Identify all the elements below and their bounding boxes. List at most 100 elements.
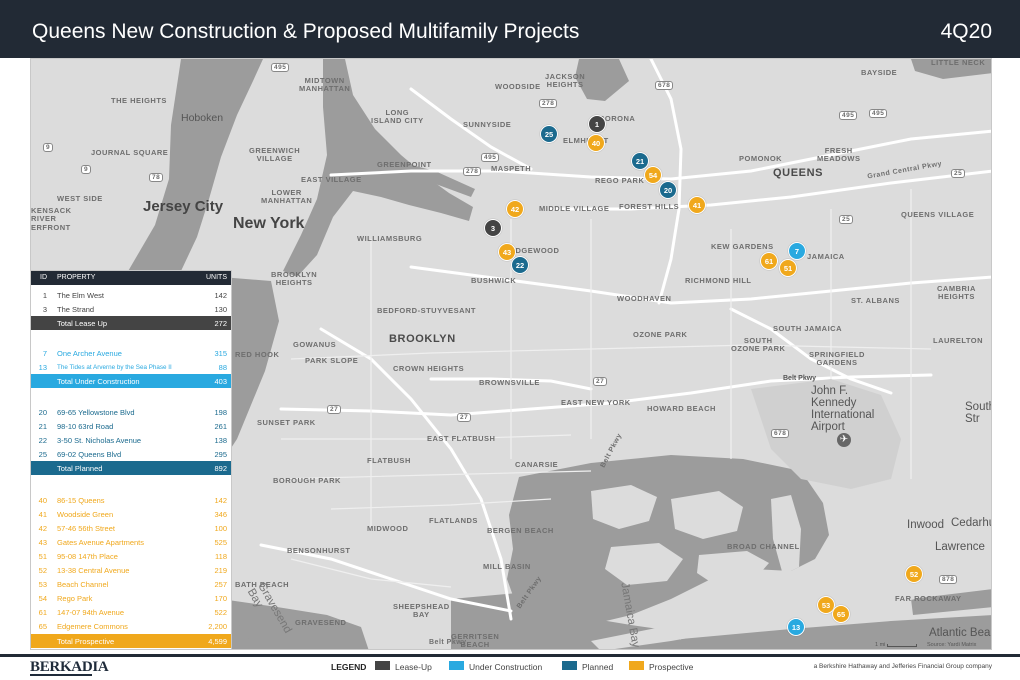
- minor-roads: [280, 189, 932, 588]
- table-row[interactable]: 25 69-02 Queens Blvd 295: [38, 450, 227, 459]
- label-kensack: KENSACK RIVER ERFRONT: [31, 206, 72, 232]
- property-marker[interactable]: 51: [779, 259, 797, 277]
- table-row[interactable]: 54 Rego Park 170: [38, 594, 227, 603]
- table-row[interactable]: 53 Beach Channel 257: [38, 580, 227, 589]
- label-canarsie: CANARSIE: [515, 460, 559, 469]
- table-total-row: Total Under Construction 403: [31, 374, 231, 388]
- property-marker[interactable]: 13: [787, 618, 805, 636]
- table-row[interactable]: 41 Woodside Green 346: [38, 510, 227, 519]
- label-journal-square: JOURNAL SQUARE: [91, 148, 169, 157]
- label-bergen-beach: BERGEN BEACH: [487, 526, 554, 535]
- east-river: [283, 59, 473, 277]
- table-row[interactable]: 51 95-08 147th Place 118: [38, 552, 227, 561]
- table-row[interactable]: 21 98-10 63rd Road 261: [38, 422, 227, 431]
- label-midwood: MIDWOOD: [367, 524, 409, 533]
- property-marker[interactable]: 41: [688, 196, 706, 214]
- highway-shield: 78: [149, 173, 164, 183]
- label-jamaica: JAMAICA: [807, 252, 845, 261]
- footer-rule: [0, 654, 1020, 657]
- highway-shield: 27: [457, 413, 472, 423]
- legend-label: Under Construction: [469, 662, 543, 672]
- property-marker[interactable]: 43: [498, 243, 516, 261]
- label-east-village: EAST VILLAGE: [301, 175, 362, 184]
- label-queens-village: QUEENS VILLAGE: [901, 210, 975, 219]
- label-middle-village: MIDDLE VILLAGE: [539, 204, 610, 213]
- label-park-slope: PARK SLOPE: [305, 356, 359, 365]
- property-marker[interactable]: 53: [817, 596, 835, 614]
- legend-label: Lease-Up: [395, 662, 432, 672]
- table-row[interactable]: 7 One Archer Avenue 315: [42, 349, 227, 358]
- marsh-island: [591, 485, 657, 529]
- title-bar: Queens New Construction & Proposed Multi…: [0, 0, 1020, 58]
- legend-swatch-lease-up: [375, 661, 390, 670]
- highway-shield: 678: [655, 81, 674, 91]
- table-row[interactable]: 42 57-46 56th Street 100: [38, 524, 227, 533]
- label-bath-beach: BATH BEACH: [235, 580, 290, 589]
- property-marker[interactable]: 54: [644, 166, 662, 184]
- highway-shield: 878: [939, 575, 958, 585]
- label-howard-beach: HOWARD BEACH: [647, 404, 716, 413]
- highway-shield: 278: [463, 167, 482, 177]
- table-header: ID PROPERTY UNITS: [31, 271, 231, 285]
- flushing-bay: [575, 59, 629, 101]
- reynolds-channel: [911, 589, 991, 615]
- label-borough-park: BOROUGH PARK: [273, 476, 341, 485]
- label-corona: CORONA: [599, 114, 636, 123]
- label-gerritsen-beach: GERRITSEN BEACH: [451, 632, 500, 650]
- table-row[interactable]: 3 The Strand 130: [42, 305, 227, 314]
- label-east-flatbush: EAST FLATBUSH: [427, 434, 496, 443]
- property-marker[interactable]: 65: [832, 605, 850, 623]
- label-gravesend: GRAVESEND: [295, 618, 347, 627]
- property-marker[interactable]: 42: [506, 200, 524, 218]
- property-marker[interactable]: 25: [540, 125, 558, 143]
- table-row[interactable]: 1 The Elm West 142: [42, 291, 227, 300]
- label-greenpoint: GREENPOINT: [377, 160, 432, 169]
- label-south-jamaica: SOUTH JAMAICA: [773, 324, 843, 333]
- label-elmhurst: ELMHURST: [563, 136, 609, 145]
- property-marker[interactable]: 1: [588, 115, 606, 133]
- property-table: ID PROPERTY UNITS 1 The Elm West 142 3 T…: [30, 270, 232, 650]
- label-east-new-york: EAST NEW YORK: [561, 398, 631, 407]
- highway-shield: 27: [327, 405, 342, 415]
- label-west-side: WEST SIDE: [57, 194, 103, 203]
- label-little-neck: LITTLE NECK: [931, 58, 986, 67]
- highway-shield: 495: [869, 109, 888, 119]
- label-pomonok: POMONOK: [739, 154, 783, 163]
- label-hoboken: Hoboken: [181, 112, 224, 124]
- label-fresh-meadows: FRESH MEADOWS: [817, 146, 861, 164]
- label-bayside: BAYSIDE: [861, 68, 898, 77]
- label-south-stream: South Str: [965, 401, 991, 426]
- property-marker[interactable]: 40: [587, 134, 605, 152]
- label-belt-pkwy: Belt Pkwy: [783, 375, 817, 382]
- property-marker[interactable]: 52: [905, 565, 923, 583]
- company-credit: a Berkshire Hathaway and Jefferies Finan…: [813, 663, 992, 670]
- table-row[interactable]: 43 Gates Avenue Apartments 525: [38, 538, 227, 547]
- table-row[interactable]: 13 The Tides at Arverne by the Sea Phase…: [38, 363, 227, 372]
- label-crown-heights: CROWN HEIGHTS: [393, 364, 465, 373]
- label-bushwick: BUSHWICK: [471, 276, 517, 285]
- table-row[interactable]: 65 Edgemere Commons 2,200: [38, 622, 227, 631]
- column-header-id: ID: [40, 274, 47, 281]
- highway-shield: 25: [839, 215, 854, 225]
- property-marker[interactable]: 20: [659, 181, 677, 199]
- property-marker[interactable]: 61: [760, 252, 778, 270]
- label-brooklyn-heights: BROOKLYN HEIGHTS: [271, 270, 318, 288]
- highway-shield: 9: [43, 143, 54, 153]
- table-row[interactable]: 22 3-50 St. Nicholas Avenue 138: [38, 436, 227, 445]
- property-marker[interactable]: 21: [631, 152, 649, 170]
- table-row[interactable]: 40 86-15 Queens 142: [38, 496, 227, 505]
- table-row[interactable]: 61 147-07 94th Avenue 522: [38, 608, 227, 617]
- property-marker[interactable]: 22: [511, 256, 529, 274]
- property-marker[interactable]: 3: [484, 219, 502, 237]
- highway-shield: 495: [271, 63, 290, 73]
- table-row[interactable]: 20 69-65 Yellowstone Blvd 198: [38, 408, 227, 417]
- column-header-property: PROPERTY: [57, 274, 96, 281]
- broad-channel-island: [771, 495, 801, 575]
- berkadia-logo: BERKADIA: [30, 659, 109, 675]
- jfk-airport: [751, 379, 901, 489]
- legend-swatch-prospective: [629, 661, 644, 670]
- property-marker[interactable]: 7: [788, 242, 806, 260]
- label-jersey-city: Jersey City: [143, 198, 224, 215]
- label-mill-basin: MILL BASIN: [483, 562, 531, 571]
- table-row[interactable]: 52 13-38 Central Avenue 219: [38, 566, 227, 575]
